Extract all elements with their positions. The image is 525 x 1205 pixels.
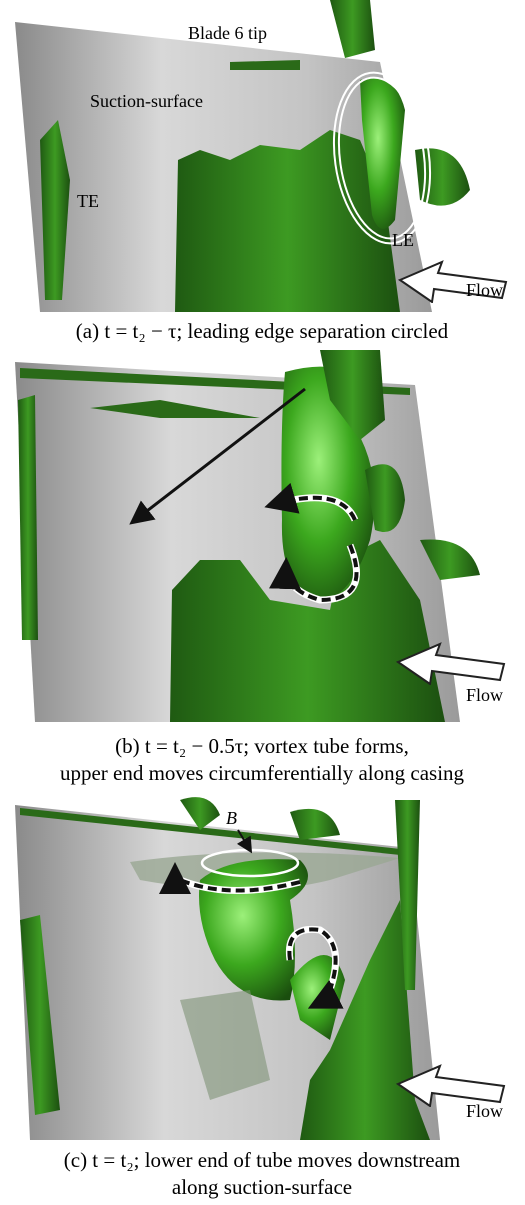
tip-streak <box>230 60 300 70</box>
vortex <box>365 464 405 532</box>
caption: (b) t = t₂ − 0.5τ; vortex tube forms, <box>115 734 409 758</box>
circle <box>337 76 427 240</box>
vortex-tube <box>360 78 405 229</box>
label: Flow <box>466 280 503 300</box>
arrow <box>236 829 253 854</box>
caption: (a) t = t₂ − τ; leading edge separation … <box>76 319 449 343</box>
vortex <box>290 808 340 840</box>
label: Flow <box>466 685 503 705</box>
vortex <box>320 350 385 440</box>
vortex <box>395 800 420 990</box>
vortex <box>180 797 220 830</box>
label: LE <box>392 230 414 250</box>
circle <box>332 71 432 245</box>
te-streak <box>18 395 38 640</box>
caption: upper end moves circumferentially along … <box>60 761 465 785</box>
vortex <box>330 0 375 58</box>
arrow <box>129 387 306 525</box>
separation <box>300 900 430 1140</box>
caption: (c) t = t₂; lower end of tube moves down… <box>64 1148 460 1172</box>
te-streak <box>20 915 60 1115</box>
panel-c: B Flow (c) t = t₂; lower end of tube mov… <box>15 797 505 1199</box>
shear-layer <box>180 990 270 1100</box>
streak <box>90 400 260 418</box>
vortex-tube <box>199 859 308 1001</box>
panel-a: Blade 6 tip Suction-surface TE LE Flow (… <box>15 0 507 343</box>
dashed-arrow <box>159 862 301 895</box>
panel-b: Flow (b) t = t₂ − 0.5τ; vortex tube form… <box>15 350 505 785</box>
label: Suction-surface <box>90 91 203 111</box>
te-streak <box>40 120 70 300</box>
label: Flow <box>466 1101 503 1121</box>
separation <box>175 130 400 312</box>
label: Blade 6 tip <box>188 23 267 43</box>
dashed-arrow <box>287 927 344 1009</box>
vortex <box>420 539 480 580</box>
tip-streak <box>20 808 410 856</box>
label: TE <box>77 191 99 211</box>
separation <box>170 540 445 722</box>
dashed-arrow <box>269 544 359 603</box>
caption: along suction-surface <box>172 1175 352 1199</box>
dashed-arrow <box>264 482 357 521</box>
label: B <box>226 808 237 828</box>
